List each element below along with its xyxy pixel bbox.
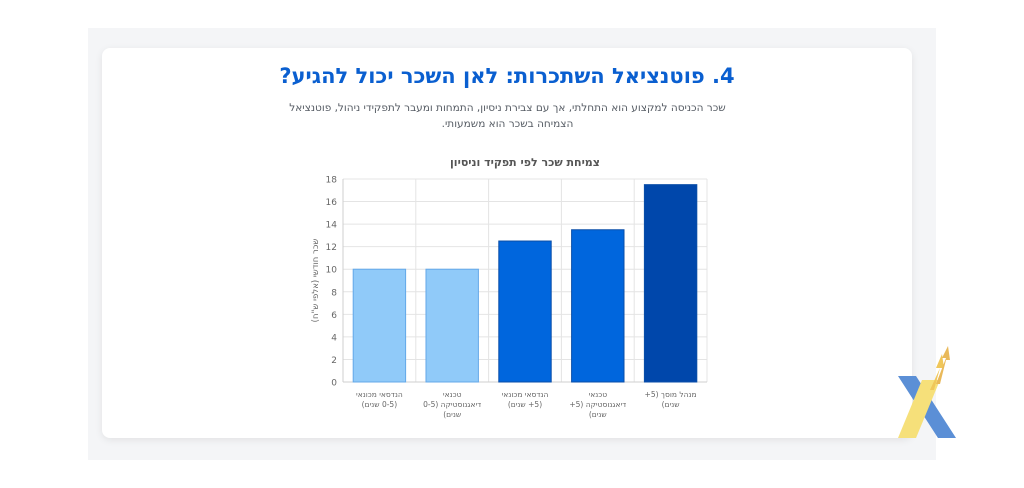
x-tick-label: שנים) (589, 410, 607, 419)
x-tick-label: (5+ שנים) (508, 400, 542, 409)
bar (643, 184, 698, 383)
y-tick-label: 8 (331, 288, 337, 298)
y-tick-label: 12 (326, 243, 337, 253)
brand-logo-icon (898, 346, 956, 438)
y-tick-label: 2 (331, 356, 337, 366)
x-tick-label: דיאגנוסטיקה (0-5 (423, 400, 481, 409)
y-tick-label: 18 (326, 176, 338, 186)
y-tick-label: 0 (331, 379, 337, 389)
x-tick-label: מנהל מוסך (5+ (645, 390, 697, 399)
y-axis-title: שכר חודשי (אלפי ש"ח) (311, 239, 321, 323)
bar (425, 268, 479, 383)
bar (571, 229, 625, 383)
x-tick-label: טכנאי (589, 390, 608, 399)
x-tick-label: דיאגנוסטיקה (5+ (569, 400, 626, 409)
section-title: 4. פוטנציאל השתכרות: לאן השכר יכול להגיע… (279, 64, 735, 88)
x-tick-label: טכנאי (443, 390, 462, 399)
x-tick-label: (0-5 שנים) (362, 400, 398, 409)
y-tick-label: 14 (326, 221, 338, 231)
chart-title: צמיחת שכר לפי תפקיד וניסיון (450, 156, 600, 169)
y-tick-label: 4 (331, 333, 337, 343)
bar (498, 240, 552, 383)
x-tick-label: שנים) (443, 410, 461, 419)
y-tick-label: 16 (326, 198, 338, 208)
y-tick-label: 10 (326, 266, 338, 276)
x-tick-label: שנים) (662, 400, 680, 409)
y-tick-label: 6 (331, 311, 337, 321)
x-tick-label: הנדסאי מכונאי (502, 390, 549, 399)
x-tick-label: הנדסאי מכונאי (356, 390, 403, 399)
section-subtitle: שכר הכניסה למקצוע הוא התחלתי, אך עם צביר… (289, 102, 726, 130)
bar (352, 268, 407, 383)
